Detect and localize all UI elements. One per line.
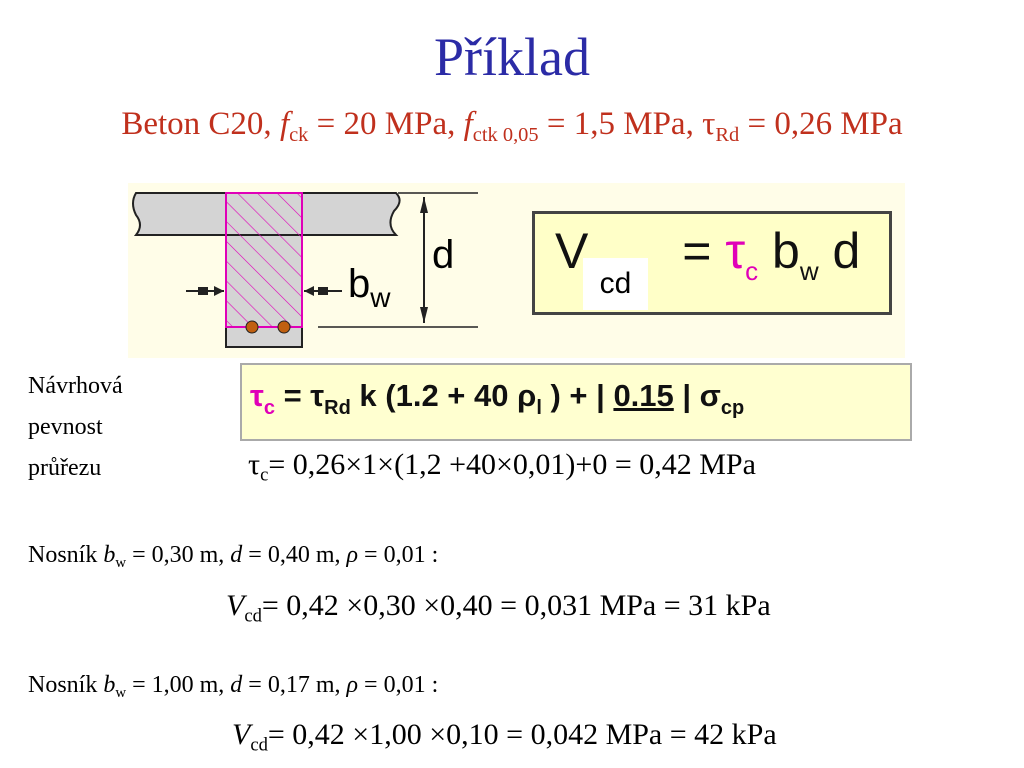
beam-case-1-parameters: Nosník bw = 0,30 m, d = 0,40 m, ρ = 0,01… (28, 542, 439, 572)
depth-label: d (432, 233, 455, 277)
design-strength-label: Návrhová pevnost průřezu (28, 373, 123, 481)
beam-case-2-parameters: Nosník bw = 1,00 m, d = 0,17 m, ρ = 0,01… (28, 672, 439, 702)
tau-c-calculation: τc= 0,26×1×(1,2 +40×0,01)+0 = 0,42 MPa (248, 448, 756, 486)
shear-formula: V = τc bw d (555, 223, 861, 286)
t-beam-cross-section (132, 192, 478, 348)
cd-subscript: cd (583, 258, 648, 310)
slide-title: Příklad (434, 27, 590, 87)
beam-case-2-result: Vcd= 0,42 ×1,00 ×0,10 = 0,042 MPa = 42 k… (232, 718, 777, 756)
shear-strength-formula-box (240, 363, 912, 441)
shear-strength-formula: τc = τRd k (1.2 + 40 ρl ) + | 0.15 | σcp (250, 378, 745, 419)
beam-case-1-result: Vcd= 0,42 ×0,30 ×0,40 = 0,031 MPa = 31 k… (226, 589, 771, 627)
web-width-label: bw (348, 262, 391, 313)
material-parameters: Beton C20, fck = 20 MPa, fctk 0,05 = 1,5… (121, 106, 903, 147)
